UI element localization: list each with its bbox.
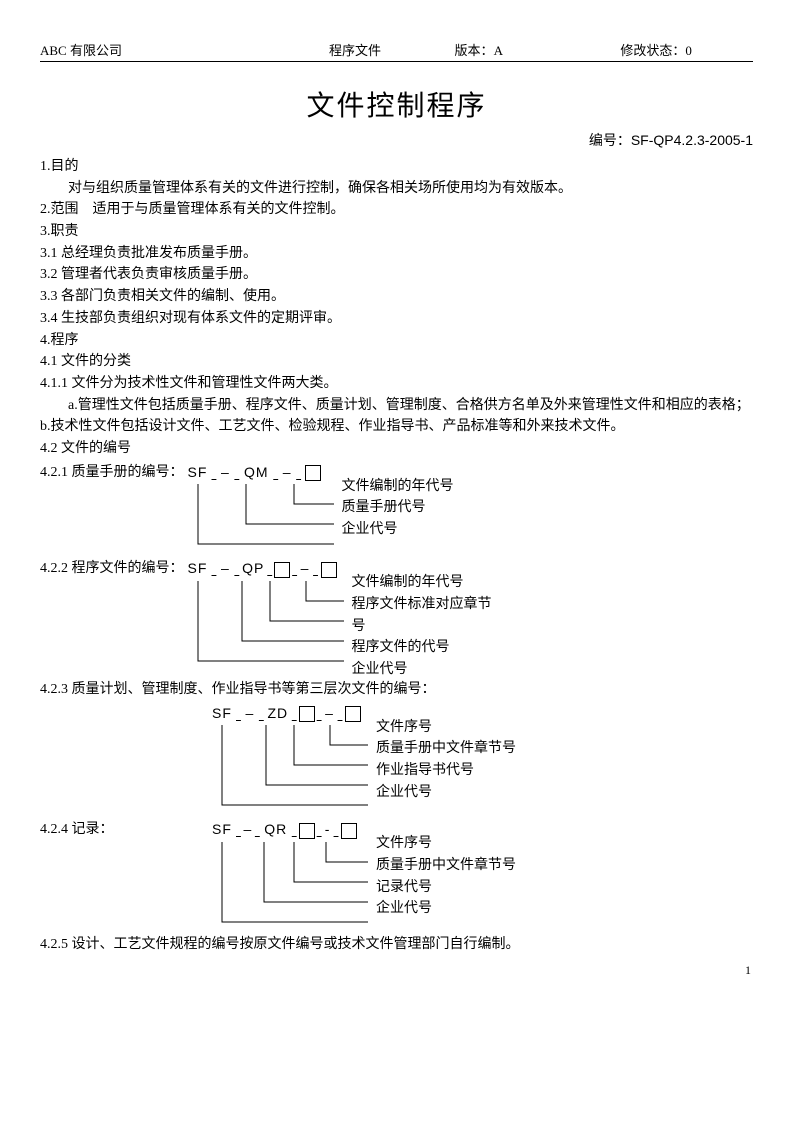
placeholder-box	[321, 562, 337, 578]
code3-p2: ZD	[264, 703, 292, 725]
sec-4-1-1: 4.1.1 文件分为技术性文件和管理性文件两大类。	[40, 373, 753, 395]
code1-p2: QM	[239, 462, 273, 484]
code2-d1: –	[216, 558, 234, 580]
code2-p2: QP	[239, 558, 267, 580]
sec-4-2-5: 4.2.5 设计、工艺文件规程的编号按原文件编号或技术文件管理部门自行编制。	[40, 934, 753, 956]
header: ABC 有限公司 程序文件 版本：A 修改状态：0	[40, 40, 753, 62]
code2-d2: –	[297, 558, 313, 580]
code1-d2: –	[278, 462, 296, 484]
sec-1: 1.目的	[40, 156, 753, 178]
code-4-2-4: 4.2.4 记录： SF – QR -	[40, 819, 753, 934]
desc-list-4: 文件序号 质量手册中文件章节号 记录代号 企业代号	[376, 833, 516, 920]
sec-3-4: 3.4 生技部负责组织对现有体系文件的定期评审。	[40, 308, 753, 330]
body: 1.目的 对与组织质量管理体系有关的文件进行控制，确保各相关场所使用均为有效版本…	[40, 156, 753, 956]
code3-p1: SF	[208, 703, 236, 725]
desc-list-1: 文件编制的年代号 质量手册代号 企业代号	[342, 476, 454, 541]
code1-d1: –	[216, 462, 234, 484]
sec-3-2: 3.2 管理者代表负责审核质量手册。	[40, 264, 753, 286]
desc-list-3: 文件序号 质量手册中文件章节号 作业指导书代号 企业代号	[376, 717, 516, 804]
header-revision: 修改状态：0	[620, 40, 753, 59]
code4-d1: –	[241, 819, 255, 841]
code-4-2-3: SF – ZD – 文件序号 质量手	[40, 703, 753, 818]
sec-4-2-3: 4.2.3 质量计划、管理制度、作业指导书等第三层次文件的编号：	[40, 679, 753, 701]
code4-p2: QR	[260, 819, 292, 841]
sec-4: 4.程序	[40, 330, 753, 352]
code-diagram-4: SF – QR - 文件序号 质量手	[208, 819, 528, 934]
sec-4-1: 4.1 文件的分类	[40, 351, 753, 373]
code-4-2-2: 4.2.2 程序文件的编号： SF – QP –	[40, 558, 753, 673]
placeholder-box	[299, 706, 315, 722]
code-diagram-3: SF – ZD – 文件序号 质量手	[208, 703, 528, 818]
placeholder-box	[274, 562, 290, 578]
placeholder-box	[341, 823, 357, 839]
placeholder-box	[299, 823, 315, 839]
page-number: 1	[745, 963, 751, 978]
desc-list-2: 文件编制的年代号 程序文件标准对应章节号 程序文件的代号 企业代号	[352, 572, 504, 680]
header-version: 版本：A	[455, 40, 621, 59]
header-company: ABC 有限公司	[40, 40, 256, 59]
code4-p1: SF	[208, 819, 236, 841]
page: ABC 有限公司 程序文件 版本：A 修改状态：0 文件控制程序 编号：SF-Q…	[0, 0, 793, 996]
sec-3-3: 3.3 各部门负责相关文件的编制、使用。	[40, 286, 753, 308]
code3-d1: –	[241, 703, 259, 725]
code-diagram-2: SF – QP – 文件编制的年代号	[184, 558, 504, 673]
code2-p1: SF	[184, 558, 212, 580]
sec-3: 3.职责	[40, 221, 753, 243]
sec-4-1-1-body: a.管理性文件包括质量手册、程序文件、质量计划、管理制度、合格供方名单及外来管理…	[40, 395, 753, 438]
document-number: 编号：SF-QP4.2.3-2005-1	[40, 130, 753, 150]
sec-3-1: 3.1 总经理负责批准发布质量手册。	[40, 243, 753, 265]
code3-d2: –	[322, 703, 338, 725]
code1-p1: SF	[184, 462, 212, 484]
code4-d2: -	[322, 819, 334, 841]
header-doctype: 程序文件	[256, 40, 455, 59]
code-diagram-1: SF – QM – 文件编制的年代号 质量手册代号 企业代号	[184, 462, 484, 555]
page-title: 文件控制程序	[40, 84, 753, 124]
code-4-2-1: 4.2.1 质量手册的编号： SF – QM – 文	[40, 462, 753, 555]
sec-4-2: 4.2 文件的编号	[40, 438, 753, 460]
placeholder-box	[345, 706, 361, 722]
sec-1-body: 对与组织质量管理体系有关的文件进行控制，确保各相关场所使用均为有效版本。	[40, 178, 753, 200]
sec-2: 2.范围 适用于与质量管理体系有关的文件控制。	[40, 199, 753, 221]
placeholder-box	[305, 465, 321, 481]
